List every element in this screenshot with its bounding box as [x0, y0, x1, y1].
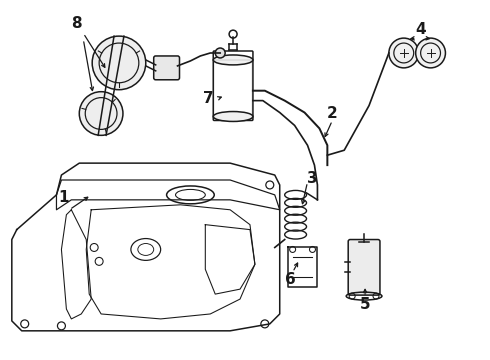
Ellipse shape: [213, 55, 253, 65]
Text: 2: 2: [327, 106, 338, 121]
Text: 4: 4: [416, 22, 426, 37]
Circle shape: [92, 36, 146, 90]
FancyBboxPatch shape: [154, 56, 179, 80]
Text: 5: 5: [360, 297, 370, 311]
Text: 8: 8: [71, 16, 82, 31]
Text: 6: 6: [285, 272, 296, 287]
Text: 3: 3: [307, 171, 318, 185]
Circle shape: [389, 38, 418, 68]
Ellipse shape: [213, 112, 253, 121]
Circle shape: [416, 38, 445, 68]
Text: 1: 1: [58, 190, 69, 205]
Circle shape: [215, 48, 225, 58]
Circle shape: [79, 92, 123, 135]
FancyBboxPatch shape: [348, 239, 380, 295]
Text: 7: 7: [203, 91, 214, 106]
